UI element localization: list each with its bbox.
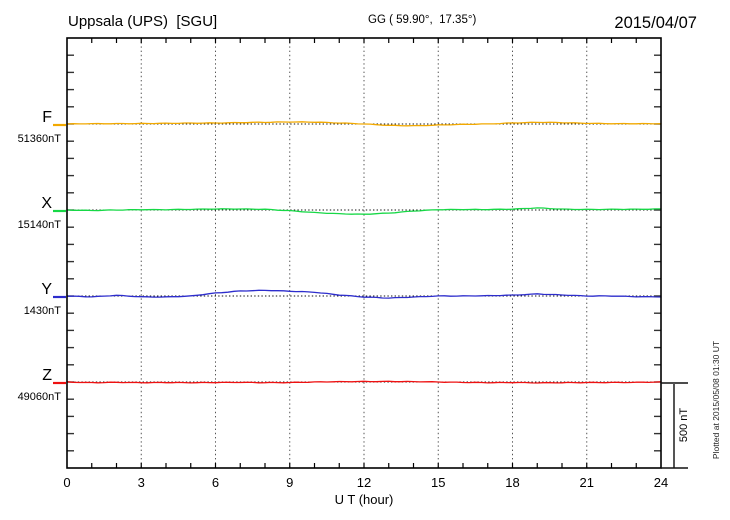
trace-baseline-Z: 49060nT <box>18 391 62 403</box>
scalebar-label: 500 nT <box>678 408 690 443</box>
hour-tick-label: 0 <box>63 475 70 490</box>
trace-line-Z <box>66 380 662 384</box>
trace-baseline-Y: 1430nT <box>24 305 62 317</box>
trace-baseline-F: 51360nT <box>18 133 62 145</box>
axis-tick-layer <box>67 38 661 468</box>
plotted-at-note: Plotted at 2015/05/08 01:30 UT <box>711 341 721 459</box>
plot-title: Uppsala (UPS) [SGU] <box>68 13 217 30</box>
hour-tick-label: 21 <box>580 475 594 490</box>
trace-label-Z: Z <box>42 367 52 384</box>
plot-frame <box>66 37 662 469</box>
trace-label-F: F <box>42 109 52 126</box>
hour-tick-label: 9 <box>286 475 293 490</box>
plot-date: 2015/04/07 <box>614 14 697 32</box>
hour-tick-label: 18 <box>505 475 519 490</box>
hour-tick-label: 6 <box>212 475 219 490</box>
station-coordinates: GG ( 59.90°, 17.35°) <box>368 14 476 26</box>
grid-layer <box>67 38 661 468</box>
hour-tick-label: 24 <box>654 475 668 490</box>
hour-tick-label: 15 <box>431 475 445 490</box>
hour-tick-label: 3 <box>138 475 145 490</box>
trace-label-X: X <box>41 195 52 212</box>
hour-tick-label: 12 <box>357 475 371 490</box>
trace-layer <box>53 121 662 385</box>
x-axis-title: U T (hour) <box>335 492 394 507</box>
trace-line-F <box>66 121 662 127</box>
trace-line-X <box>66 207 662 215</box>
trace-baseline-X: 15140nT <box>18 219 62 231</box>
trace-line-Y <box>66 289 662 299</box>
trace-label-Y: Y <box>41 281 52 298</box>
